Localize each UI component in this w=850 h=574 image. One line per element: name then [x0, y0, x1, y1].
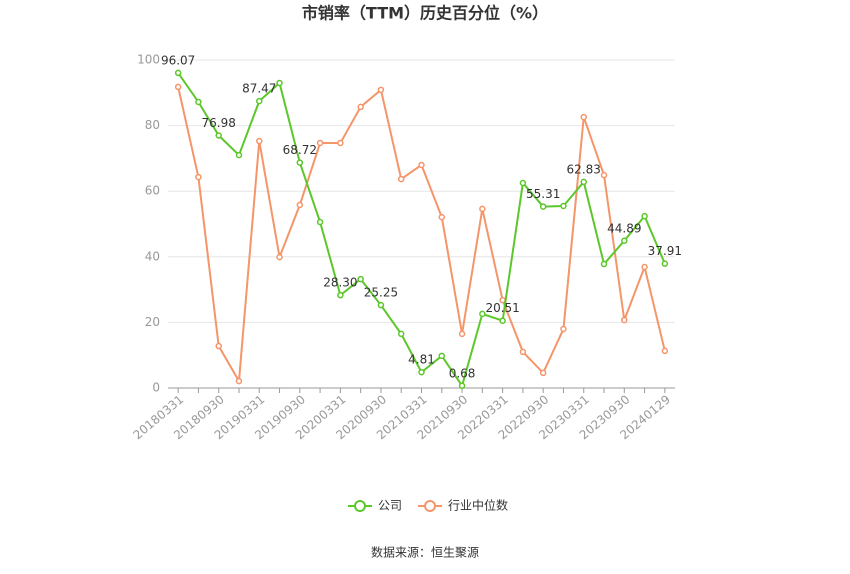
point — [539, 369, 547, 377]
legend-marker — [354, 500, 366, 512]
point — [458, 382, 466, 390]
data-label: 68.72 — [283, 143, 317, 157]
point — [296, 159, 304, 166]
point — [621, 316, 628, 324]
y-tick-label: 40 — [145, 249, 160, 263]
point — [418, 368, 425, 376]
data-label: 28.30 — [323, 276, 357, 290]
point — [316, 218, 324, 226]
point — [539, 203, 547, 210]
point — [235, 377, 243, 385]
data-label: 44.89 — [607, 221, 641, 235]
point — [357, 275, 364, 283]
point — [621, 237, 628, 245]
data-label: 55.31 — [526, 187, 560, 201]
point — [519, 179, 527, 187]
chart-title: 市销率（TTM）历史百分位（%） — [302, 4, 548, 23]
point — [397, 330, 405, 338]
point — [337, 139, 344, 147]
legend-label: 行业中位数 — [448, 498, 508, 513]
point — [195, 98, 202, 106]
point — [256, 97, 263, 105]
point — [276, 79, 283, 87]
point — [580, 113, 587, 121]
point — [337, 291, 344, 299]
point — [580, 178, 587, 186]
point — [418, 161, 425, 169]
y-tick-label: 80 — [145, 118, 160, 132]
point — [519, 348, 527, 356]
y-tick-label: 0 — [152, 381, 160, 395]
point — [661, 347, 669, 355]
point — [377, 301, 385, 309]
y-tick-label: 60 — [145, 184, 160, 198]
point — [256, 137, 263, 145]
data-label: 62.83 — [567, 162, 601, 176]
data-label: 20.51 — [485, 301, 519, 315]
point — [377, 86, 385, 94]
data-label: 0.68 — [449, 366, 476, 380]
point — [174, 83, 182, 91]
data-label: 37.91 — [648, 244, 682, 258]
point — [397, 175, 405, 183]
point — [479, 205, 486, 213]
point — [499, 317, 506, 324]
point — [661, 260, 669, 267]
point — [174, 69, 182, 77]
data-label: 96.07 — [161, 53, 195, 67]
point — [600, 260, 608, 268]
legend-marker — [424, 500, 437, 512]
point — [641, 263, 648, 271]
point — [479, 310, 486, 318]
y-tick-label: 100 — [137, 53, 160, 67]
point — [560, 325, 567, 333]
data-label: 4.81 — [408, 353, 435, 367]
point — [641, 212, 648, 220]
point — [215, 342, 222, 350]
y-tick-label: 20 — [145, 315, 160, 329]
point — [438, 352, 446, 360]
source-note: 数据来源：恒生聚源 — [371, 545, 479, 560]
point — [276, 253, 283, 261]
data-label: 76.98 — [202, 116, 236, 130]
point — [600, 171, 608, 179]
point — [560, 202, 567, 210]
point — [235, 151, 243, 159]
point — [458, 330, 466, 338]
point — [357, 103, 364, 111]
point — [296, 201, 304, 209]
point — [438, 213, 446, 221]
data-label: 25.25 — [364, 286, 398, 300]
data-label: 87.47 — [242, 82, 276, 96]
legend-label: 公司 — [378, 499, 402, 513]
point — [195, 173, 202, 181]
series-line — [177, 86, 666, 385]
point — [316, 139, 324, 147]
point — [215, 132, 222, 139]
